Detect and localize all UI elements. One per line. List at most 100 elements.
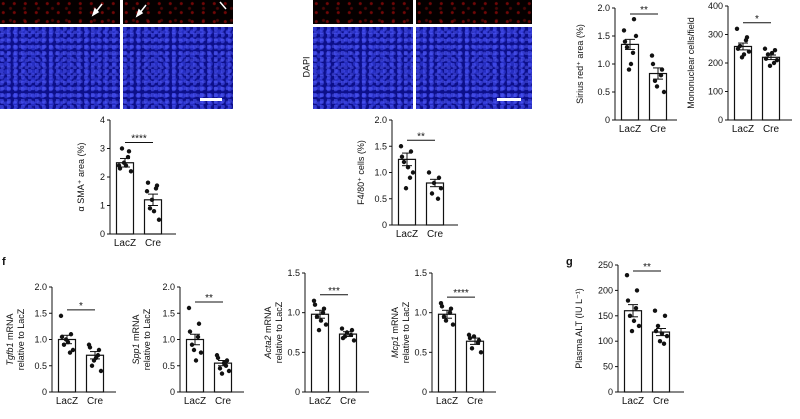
data-point <box>215 355 221 361</box>
y-tick-label: 2.0 <box>374 115 387 125</box>
x-tick-label: Cre <box>763 124 780 135</box>
y-tick-label: 1 <box>100 201 105 211</box>
data-point <box>405 165 411 170</box>
y-tick-label: 1.0 <box>34 335 47 345</box>
y-tick-label: 1.5 <box>287 268 300 278</box>
y-axis-label: Mononuclear cells/field <box>686 17 696 109</box>
data-point <box>189 342 195 347</box>
data-point <box>398 144 404 149</box>
data-point <box>633 305 639 311</box>
data-point <box>98 368 104 374</box>
data-point <box>658 73 664 78</box>
y-tick-label: 0.5 <box>597 87 610 97</box>
x-tick-label: Cre <box>340 396 357 407</box>
y-tick-label: 1.5 <box>414 268 427 278</box>
data-point <box>65 339 71 345</box>
data-point <box>314 314 320 319</box>
y-axis-label: α SMA⁺ area (%) <box>76 143 86 212</box>
y-axis-label-line2: relative to LacZ <box>401 301 411 363</box>
data-point <box>320 310 326 315</box>
bar-cre <box>648 72 668 121</box>
x-tick-label: LacZ <box>619 124 641 135</box>
data-point <box>149 197 155 202</box>
data-point <box>634 288 640 293</box>
data-point <box>219 371 225 376</box>
data-point <box>652 78 658 84</box>
data-point <box>436 175 442 180</box>
chart-alt: 0 50 100 150 200 250 Plasma ALT (IU L⁻¹) LacZ Cr… <box>574 260 684 407</box>
data-point <box>70 347 76 353</box>
y-axis-label-unit: mRNA <box>263 306 273 335</box>
y-axis-label-unit: mRNA <box>131 314 141 343</box>
data-point <box>735 46 741 51</box>
data-point <box>471 334 477 339</box>
y-tick-label: 200 <box>598 285 613 295</box>
data-point <box>772 47 778 53</box>
data-point <box>125 154 131 160</box>
arrow-1-head <box>91 7 100 17</box>
data-point <box>217 366 223 371</box>
data-point <box>61 342 67 347</box>
data-point <box>187 329 193 334</box>
data-point <box>401 159 407 165</box>
micro-red-1 <box>0 0 120 24</box>
significance-marker: **** <box>131 134 147 145</box>
chart-f480: 0 0.5 1.0 1.5 2.0 F4/80⁺ cells (%) LacZ Cre ** <box>356 115 458 240</box>
x-tick-label: Cre <box>427 229 444 240</box>
data-point <box>763 56 769 61</box>
data-point <box>410 170 416 175</box>
data-point <box>67 350 73 355</box>
data-point <box>746 49 752 54</box>
y-tick-label: 250 <box>598 260 613 270</box>
significance-marker: *** <box>328 286 340 297</box>
data-point <box>323 322 329 327</box>
data-point <box>659 331 665 336</box>
y-axis-label: Plasma ALT (IU L⁻¹) <box>574 288 584 368</box>
data-point <box>198 350 204 355</box>
data-point <box>467 335 473 341</box>
data-point <box>469 346 475 351</box>
y-axis-label-unit: mRNA <box>390 307 400 336</box>
y-tick-label: 300 <box>708 30 723 40</box>
data-point <box>448 306 454 311</box>
data-point <box>624 272 630 278</box>
chart-mono: 0 100 200 300 400 Mononuclear cells/field LacZ… <box>686 1 792 135</box>
y-tick-label: 1.0 <box>162 335 175 345</box>
image-annotations <box>91 1 521 101</box>
data-point <box>630 50 636 55</box>
chart-mcp1: 0 0.5 1.0 1.5 Mcp1 mRNA relative to LacZ LacZ C… <box>390 268 496 407</box>
data-point <box>186 305 192 311</box>
arrow-3 <box>219 1 227 10</box>
scale-bar-1 <box>200 98 222 101</box>
bar-lacz <box>397 158 417 226</box>
y-axis-label-gene: Tgfb1 <box>5 342 15 365</box>
y-tick-label: 1.5 <box>374 141 387 151</box>
micro-dapi-3 <box>313 27 413 109</box>
y-axis-label-gene: Mcp1 <box>390 336 400 358</box>
x-tick-label: LacZ <box>184 396 206 407</box>
y-axis-label-line2: relative to LacZ <box>142 308 152 370</box>
data-point <box>664 333 670 339</box>
y-tick-label: 1.5 <box>597 31 610 41</box>
x-tick-label: Cre <box>145 238 162 249</box>
y-tick-label: 0.5 <box>374 194 387 204</box>
y-tick-label: 1.0 <box>287 308 300 318</box>
data-point <box>93 355 99 361</box>
y-tick-label: 0 <box>382 220 387 230</box>
data-point <box>441 314 447 319</box>
data-point <box>96 347 102 353</box>
data-point <box>661 341 667 346</box>
data-point <box>87 345 93 350</box>
y-axis-label-line1: Acta2 mRNA <box>263 306 273 359</box>
data-point <box>340 335 346 341</box>
significance-marker: * <box>79 301 83 312</box>
data-point <box>312 302 318 307</box>
data-point <box>191 347 197 353</box>
data-point <box>316 327 322 333</box>
bar-cre <box>465 340 485 393</box>
data-point <box>741 52 747 57</box>
data-point <box>339 326 345 331</box>
y-axis-label-gene: Spp1 <box>131 343 141 364</box>
y-axis-label-line1: Spp1 mRNA <box>131 314 141 364</box>
y-axis-label-gene: Acta2 <box>263 335 273 359</box>
